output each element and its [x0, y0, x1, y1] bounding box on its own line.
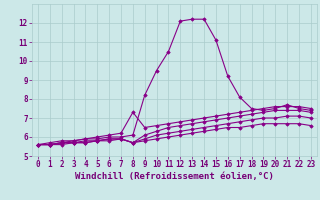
X-axis label: Windchill (Refroidissement éolien,°C): Windchill (Refroidissement éolien,°C): [75, 172, 274, 181]
